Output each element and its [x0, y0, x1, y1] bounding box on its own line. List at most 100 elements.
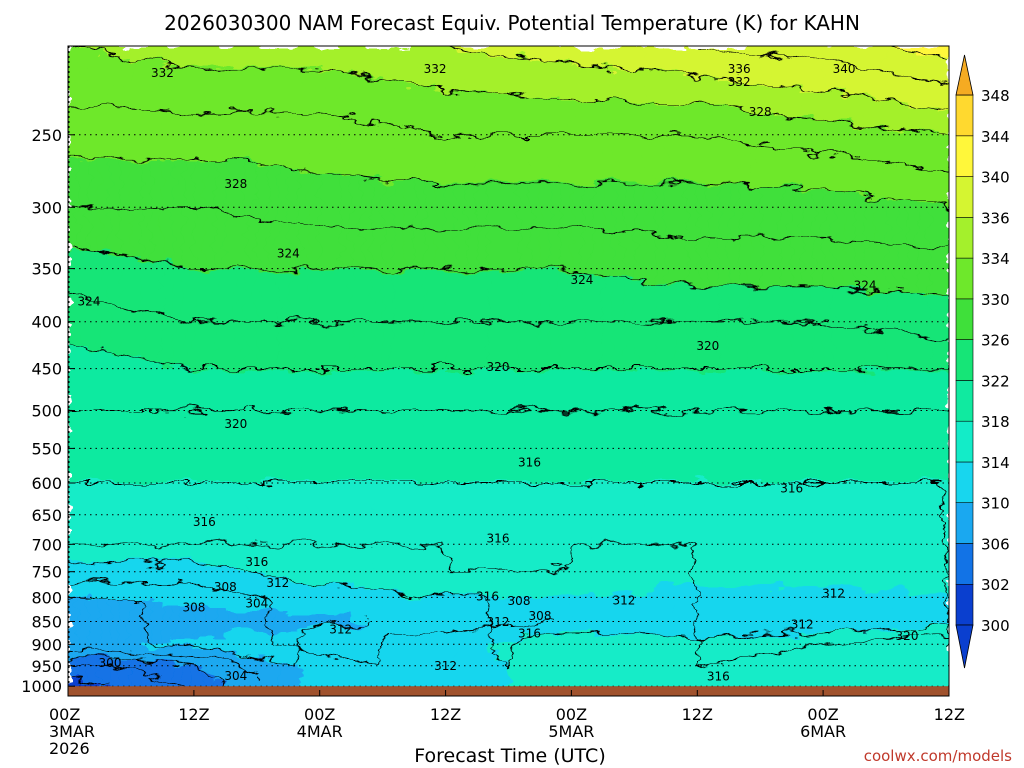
colorbar-label: 334 — [981, 250, 1010, 268]
colorbar-label: 322 — [981, 372, 1010, 390]
contour-label-text: 304 — [224, 669, 247, 683]
y-tick-label: 800 — [31, 588, 62, 607]
colorbar: 300 302 306 310 314 318 322 326 330 334 336 340 344 3… — [955, 54, 1010, 669]
contour-label-text: 324 — [277, 247, 300, 261]
colorbar-swatch — [955, 461, 974, 503]
x-tick-label: 5MAR — [548, 722, 594, 741]
contour-label: 324 — [570, 273, 593, 287]
colorbar-swatch — [955, 502, 974, 544]
contour-label: 332 — [424, 62, 447, 76]
contour-label: 328 — [224, 177, 247, 191]
y-tick-label: 400 — [31, 313, 62, 332]
colorbar-swatch — [955, 217, 974, 259]
colorbar-swatch — [955, 298, 974, 340]
x-tick-label: 00Z — [556, 705, 587, 724]
contour-label: 324 — [854, 278, 877, 292]
colorbar-label: 326 — [981, 332, 1010, 350]
contour-label-text: 316 — [707, 670, 730, 684]
x-tick-label: 2026 — [49, 739, 90, 758]
y-tick-label: 250 — [31, 126, 62, 145]
x-tick-label: 6MAR — [800, 722, 846, 741]
contour-label-text: 328 — [224, 177, 247, 191]
contour-label-text: 320 — [696, 339, 719, 353]
x-tick-label: 00Z — [304, 705, 335, 724]
contour-label: 300 — [99, 656, 122, 670]
contour-label: 340 — [833, 62, 856, 76]
y-tick-label: 550 — [31, 439, 62, 458]
contour-label-text: 312 — [487, 615, 510, 629]
contour-label-text: 312 — [434, 659, 457, 673]
x-tick-label: 00Z — [49, 705, 80, 724]
contour-label: 336 — [728, 62, 751, 76]
contour-label-text: 320 — [487, 360, 510, 374]
contour-label: 304 — [224, 669, 247, 683]
colorbar-label: 344 — [981, 128, 1010, 146]
contour-label-text: 316 — [245, 555, 268, 569]
colorbar-swatch — [955, 583, 974, 626]
colorbar-swatch — [955, 257, 974, 300]
contour-label-text: 312 — [329, 622, 352, 636]
y-tick-label: 450 — [31, 360, 62, 379]
colorbar-label: 300 — [981, 617, 1010, 635]
colorbar-swatch — [955, 176, 974, 218]
contour-label: 320 — [487, 360, 510, 374]
contour-label-text: 316 — [476, 589, 499, 603]
contour-label-text: 316 — [518, 627, 541, 641]
contour-label: 316 — [780, 481, 803, 495]
theta-e-field — [68, 46, 949, 696]
contour-label-text: 308 — [214, 580, 237, 594]
contour-label: 332 — [728, 75, 751, 89]
contour-label: 308 — [182, 601, 205, 615]
colorbar-top-arrow — [955, 54, 974, 96]
contour-label: 312 — [266, 576, 289, 590]
contour-label-text: 340 — [833, 62, 856, 76]
contour-label: 312 — [791, 617, 814, 631]
contour-label-text: 312 — [266, 576, 289, 590]
contour-label-text: 312 — [612, 593, 635, 607]
contour-label: 312 — [329, 622, 352, 636]
contour-label-text: 300 — [99, 656, 122, 670]
colorbar-swatch — [955, 135, 974, 177]
x-tick-label: 12Z — [682, 705, 713, 724]
y-tick-label: 750 — [31, 563, 62, 582]
y-tick-label: 900 — [31, 635, 62, 654]
contour-label-text: 332 — [151, 66, 174, 80]
y-tick-label: 600 — [31, 474, 62, 493]
terrain-band — [68, 686, 949, 696]
contour-label-text: 324 — [570, 273, 593, 287]
contour-label-text: 316 — [780, 481, 803, 495]
y-axis: 250 300 350 400 450 500 550 600 650 700 750 800 850 9… — [21, 126, 75, 696]
contour-label: 308 — [214, 580, 237, 594]
x-tick-label: 4MAR — [297, 722, 343, 741]
contour-label: 312 — [822, 586, 845, 600]
colorbar-label: 330 — [981, 291, 1010, 309]
contour-label-text: 308 — [508, 594, 531, 608]
x-tick-label: 00Z — [807, 705, 838, 724]
y-tick-label: 300 — [31, 198, 62, 217]
credit-text: coolwx.com/models — [864, 747, 1012, 765]
contour-label-text: 328 — [749, 105, 772, 119]
y-tick-label: 700 — [31, 535, 62, 554]
colorbar-swatch — [955, 420, 974, 463]
colorbar-label: 348 — [981, 87, 1010, 105]
contour-label: 316 — [518, 456, 541, 470]
colorbar-swatch — [955, 94, 974, 137]
colorbar-bottom-arrow — [955, 624, 974, 669]
y-tick-label: 850 — [31, 613, 62, 632]
contour-label-text: 316 — [518, 456, 541, 470]
x-axis-label: Forecast Time (UTC) — [414, 745, 605, 767]
contour-label: 320 — [896, 629, 919, 643]
contour-label: 320 — [696, 339, 719, 353]
y-tick-label: 650 — [31, 506, 62, 525]
contour-label: 328 — [749, 105, 772, 119]
y-tick-label: 350 — [31, 260, 62, 279]
contour-label: 308 — [529, 609, 552, 623]
colorbar-label: 306 — [981, 536, 1010, 554]
contour-label-text: 312 — [822, 586, 845, 600]
contour-label: 312 — [612, 593, 635, 607]
x-tick-label: 12Z — [178, 705, 209, 724]
contour-label: 320 — [224, 417, 247, 431]
x-tick-label: 12Z — [430, 705, 461, 724]
